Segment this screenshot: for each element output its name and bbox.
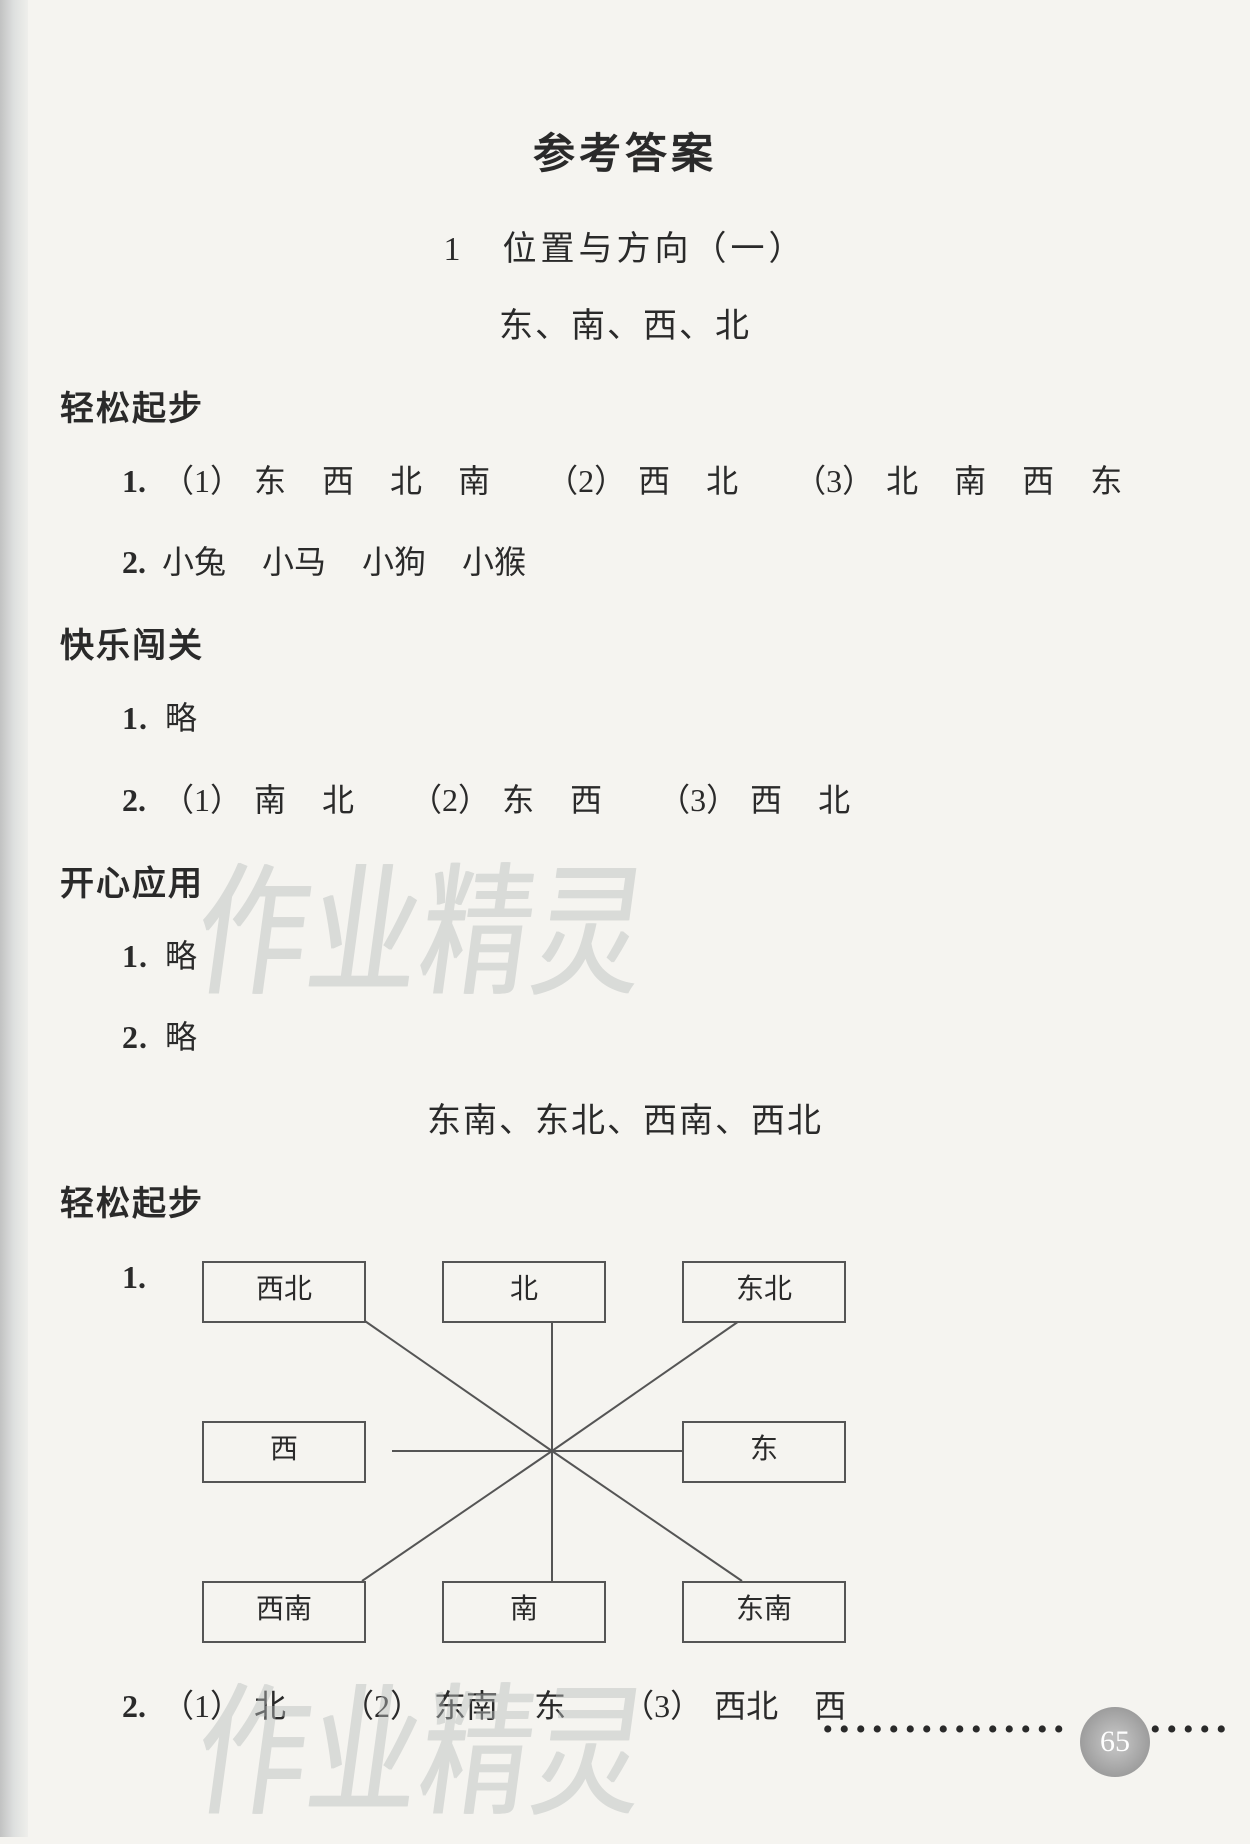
answer-text: 略 bbox=[165, 938, 198, 974]
section-heading-3: 开心应用 bbox=[60, 856, 1190, 905]
q-number: 1. bbox=[122, 700, 148, 736]
binding-edge bbox=[0, 0, 28, 1837]
page-root: 参考答案 1 位置与方向（一） 东、南、西、北 轻松起步 1. （1） 东 西 … bbox=[0, 0, 1250, 1837]
footer-dots-right: ••••• bbox=[1150, 1713, 1250, 1747]
answer-text: 北 bbox=[886, 463, 918, 499]
answer-text: 西 bbox=[1022, 463, 1054, 499]
diagram-box-sw: 西南 bbox=[202, 1581, 366, 1643]
subchapter-heading-1: 东、南、西、北 bbox=[60, 298, 1190, 347]
answer-text: 东南 bbox=[434, 1688, 498, 1724]
answer-text: 北 bbox=[322, 782, 354, 818]
answer-text: 小马 bbox=[262, 544, 326, 580]
q-number: 2. bbox=[122, 782, 146, 818]
q-number: 2. bbox=[122, 544, 146, 580]
chapter-heading: 1 位置与方向（一） bbox=[60, 221, 1190, 270]
answer-text: 小狗 bbox=[362, 544, 426, 580]
answer-text: 略 bbox=[165, 1019, 198, 1055]
q-number: 1. bbox=[122, 1259, 146, 1296]
s1-q1: 1. （1） 东 西 北 南 （2） 西 北 （3） 北 南 西 东 bbox=[122, 456, 1190, 507]
q-number: 1. bbox=[122, 938, 148, 974]
q-number: 1. bbox=[122, 463, 146, 499]
part-label: （3） bbox=[658, 782, 738, 818]
part-label: （1） bbox=[162, 782, 242, 818]
answer-text: 东 bbox=[1090, 463, 1122, 499]
q-number: 2. bbox=[122, 1019, 148, 1055]
answer-text: 西 bbox=[750, 782, 782, 818]
answer-text: 东 bbox=[254, 463, 286, 499]
part-label: （1） bbox=[162, 463, 242, 499]
answer-text: 北 bbox=[818, 782, 850, 818]
part-label: （2） bbox=[410, 782, 490, 818]
compass-diagram: 1. 西北 北 东北 西 东 西南 南 东南 bbox=[122, 1251, 942, 1651]
answer-text: 西 bbox=[638, 463, 670, 499]
section-heading-1: 轻松起步 bbox=[60, 381, 1190, 430]
answer-text: 东 bbox=[502, 782, 534, 818]
footer-dots-left: ••••••••••••••• bbox=[650, 1713, 1070, 1747]
subchapter-heading-2: 东南、东北、西南、西北 bbox=[60, 1093, 1190, 1142]
section-heading-4: 轻松起步 bbox=[60, 1176, 1190, 1225]
answer-text: 小猴 bbox=[462, 544, 526, 580]
part-label: （1） bbox=[162, 1688, 242, 1724]
watermark-text-2: 作业精灵 bbox=[186, 1636, 662, 1844]
answer-text: 北 bbox=[706, 463, 738, 499]
watermark-text-1: 作业精灵 bbox=[186, 816, 662, 1024]
diagram-box-e: 东 bbox=[682, 1421, 846, 1483]
answer-text: 北 bbox=[254, 1688, 286, 1724]
part-label: （2） bbox=[546, 463, 626, 499]
diagram-box-w: 西 bbox=[202, 1421, 366, 1483]
part-label: （2） bbox=[342, 1688, 422, 1724]
answer-text: 北 bbox=[390, 463, 422, 499]
diagram-box-nw: 西北 bbox=[202, 1261, 366, 1323]
s3-q2: 2. 略 bbox=[122, 1012, 1190, 1063]
diagram-box-n: 北 bbox=[442, 1261, 606, 1323]
answer-text: 略 bbox=[165, 700, 198, 736]
answer-text: 小兔 bbox=[162, 544, 226, 580]
s1-q2: 2. 小兔 小马 小狗 小猴 bbox=[122, 537, 1190, 588]
answer-text: 南 bbox=[458, 463, 490, 499]
answer-text: 西 bbox=[570, 782, 602, 818]
s2-q2: 2. （1） 南 北 （2） 东 西 （3） 西 北 bbox=[122, 775, 1190, 826]
q-number: 2. bbox=[122, 1688, 146, 1724]
answer-text: 东 bbox=[534, 1688, 566, 1724]
answer-text: 南 bbox=[254, 782, 286, 818]
diagram-box-se: 东南 bbox=[682, 1581, 846, 1643]
answer-text: 南 bbox=[954, 463, 986, 499]
answer-text: 西 bbox=[322, 463, 354, 499]
section-heading-2: 快乐闯关 bbox=[60, 618, 1190, 667]
page-number-badge: 65 bbox=[1080, 1707, 1150, 1777]
diagram-box-ne: 东北 bbox=[682, 1261, 846, 1323]
part-label: （3） bbox=[794, 463, 874, 499]
diagram-box-s: 南 bbox=[442, 1581, 606, 1643]
s2-q1: 1. 略 bbox=[122, 693, 1190, 744]
s3-q1: 1. 略 bbox=[122, 931, 1190, 982]
page-title: 参考答案 bbox=[60, 120, 1190, 181]
